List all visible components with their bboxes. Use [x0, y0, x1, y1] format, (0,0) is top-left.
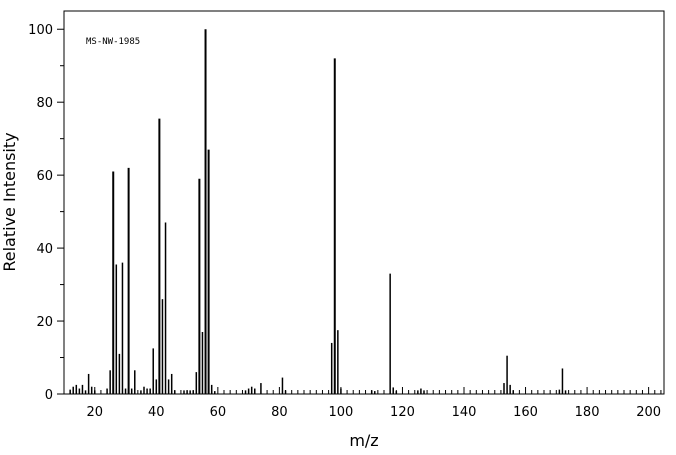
- spectrum-peaks: [69, 29, 567, 394]
- x-tick-label: 20: [86, 405, 103, 420]
- x-axis-title: m/z: [349, 431, 378, 450]
- y-axis-title: Relative Intensity: [0, 132, 19, 271]
- x-tick-label: 100: [329, 405, 354, 420]
- x-tick-label: 40: [148, 405, 165, 420]
- y-tick-label: 40: [36, 242, 53, 257]
- x-tick-label: 160: [513, 405, 538, 420]
- y-tick-label: 100: [28, 23, 53, 38]
- x-tick-label: 120: [390, 405, 415, 420]
- y-tick-label: 0: [45, 388, 53, 403]
- annotation-label: MS-NW-1985: [86, 37, 140, 47]
- y-tick-label: 20: [36, 315, 53, 330]
- x-tick-label: 80: [271, 405, 288, 420]
- x-tick-label: 140: [452, 405, 477, 420]
- x-tick-label: 180: [575, 405, 600, 420]
- y-axis-ticks: 0 20 40 60 80 100: [28, 23, 64, 403]
- plot-frame: [63, 10, 665, 395]
- x-tick-label: 60: [210, 405, 227, 420]
- x-tick-label: 200: [636, 405, 661, 420]
- y-tick-label: 80: [36, 96, 53, 111]
- y-tick-label: 60: [36, 169, 53, 184]
